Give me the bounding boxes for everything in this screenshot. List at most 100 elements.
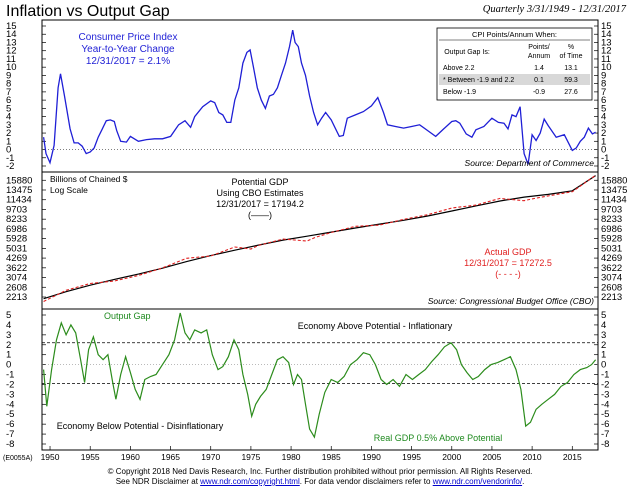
cpi-source: Source: Department of Commerce <box>465 158 595 168</box>
gdp-tick-label-right: 8233 <box>601 214 622 225</box>
actual-gdp-label: Actual GDP <box>484 247 531 257</box>
economy-below-label: Economy Below Potential - Disinflationar… <box>57 421 224 431</box>
cpi-tick-label-left: 4 <box>6 112 11 123</box>
cpi-tick-label-left: -2 <box>6 161 14 172</box>
cpi-tick-label-right: 8 <box>601 79 606 90</box>
x-tick-label: 1965 <box>161 452 180 462</box>
gap-tick-label-right: 5 <box>601 310 606 321</box>
cpi-tick-label-left: 1 <box>6 136 11 147</box>
x-tick-label: 1995 <box>402 452 421 462</box>
cpi-tick-label-left: 12 <box>6 46 17 57</box>
gdp-tick-label-left: 11434 <box>6 195 32 206</box>
cpi-tick-label-right: -2 <box>601 161 609 172</box>
x-tick-label: 1990 <box>362 452 381 462</box>
panel-frame-gdp <box>41 171 599 310</box>
cpi-tick-label-left: 13 <box>6 37 17 48</box>
footer-copyright: © Copyright 2018 Ned Davis Research, Inc… <box>107 467 533 476</box>
potential-gdp-line <box>43 175 596 300</box>
cpi-tick-label-left: -1 <box>6 153 14 164</box>
gdp-tick-label-right: 11434 <box>601 195 627 206</box>
real-gdp-label: Real GDP 0.5% Above Potential <box>374 433 502 443</box>
cpi-table-cell: Above 2.2 <box>443 65 475 72</box>
cpi-tick-label-left: 9 <box>6 70 11 81</box>
cpi-tick-label-left: 15 <box>6 21 17 32</box>
cpi-tick-label-left: 2 <box>6 128 11 139</box>
cpi-tick-label-right: 2 <box>601 128 606 139</box>
cpi-tick-label-left: 10 <box>6 62 17 73</box>
gdp-tick-label-left: 5928 <box>6 234 27 245</box>
gap-tick-label-left: 3 <box>6 330 11 341</box>
gdp-tick-label-right: 4269 <box>601 253 622 264</box>
cpi-tick-label-right: 14 <box>601 29 612 40</box>
cpi-tick-label-left: 8 <box>6 79 11 90</box>
potential-gdp-label: Potential GDP <box>231 177 288 187</box>
gdp-tick-label-left: 9703 <box>6 204 27 215</box>
gap-tick-label-right: -6 <box>601 419 609 430</box>
cpi-table-title: CPI Points/Annum When: <box>472 30 557 39</box>
gdp-tick-label-left: 8233 <box>6 214 27 225</box>
cpi-tick-label-right: 7 <box>601 87 606 98</box>
cpi-tick-label-right: 15 <box>601 21 612 32</box>
cpi-table-cell: 0.1 <box>534 77 544 84</box>
gdp-tick-label-right: 9703 <box>601 204 622 215</box>
gdp-tick-label-right: 2213 <box>601 292 622 303</box>
cpi-table-header: Points/ <box>528 44 549 51</box>
gap-tick-label-left: -3 <box>6 389 14 400</box>
cpi-annotation-line: Consumer Price Index <box>79 32 178 43</box>
cpi-table-header: of Time <box>560 53 583 60</box>
gap-tick-label-left: 2 <box>6 340 11 351</box>
potential-gdp-label: (——) <box>248 210 272 220</box>
cpi-table-cell: * Between -1.9 and 2.2 <box>443 77 514 84</box>
cpi-table-highlight <box>439 74 590 85</box>
cpi-tick-label-left: 0 <box>6 145 11 156</box>
gdp-tick-label-right: 15880 <box>601 175 627 186</box>
potential-gdp-label: 12/31/2017 = 17194.2 <box>216 199 304 209</box>
gdp-tick-label-left: 4269 <box>6 253 27 264</box>
gdp-tick-label-left: 3622 <box>6 263 27 274</box>
x-tick-label: 2015 <box>563 452 582 462</box>
gap-tick-label-right: 0 <box>601 360 606 371</box>
cpi-tick-label-right: 11 <box>601 54 611 65</box>
gap-tick-label-left: -2 <box>6 379 14 390</box>
cpi-tick-label-right: 10 <box>601 62 612 73</box>
x-tick-label: 2000 <box>442 452 461 462</box>
cpi-annotation-line: 12/31/2017 = 2.1% <box>86 56 170 67</box>
gap-tick-label-left: -7 <box>6 429 14 440</box>
gdp-tick-label-right: 6986 <box>601 224 622 235</box>
x-tick-label: 2005 <box>482 452 501 462</box>
cpi-tick-label-right: -1 <box>601 153 609 164</box>
cpi-table-cell: 59.3 <box>564 77 578 84</box>
gdp-tick-label-left: 5031 <box>6 243 27 254</box>
cpi-tick-label-right: 4 <box>601 112 606 123</box>
chart-code: (E0055A) <box>3 455 33 462</box>
footer-disclaimer-pre: See NDR Disclaimer at <box>115 477 201 486</box>
gap-tick-label-right: 4 <box>601 320 606 331</box>
gdp-tick-label-left: 13475 <box>6 185 32 196</box>
gap-tick-label-right: -7 <box>601 429 609 440</box>
cpi-tick-label-right: 5 <box>601 103 606 114</box>
gap-tick-label-left: 0 <box>6 360 11 371</box>
gdp-tick-label-right: 3074 <box>601 273 622 284</box>
x-tick-label: 1960 <box>121 452 140 462</box>
cpi-tick-label-right: 3 <box>601 120 606 131</box>
chart-title: Inflation vs Output Gap <box>6 3 170 20</box>
x-tick-label: 1980 <box>282 452 301 462</box>
date-range: Quarterly 3/31/1949 - 12/31/2017 <box>482 4 626 15</box>
x-tick-label: 1975 <box>241 452 260 462</box>
cpi-tick-label-right: 6 <box>601 95 606 106</box>
cpi-table-cell: 13.1 <box>564 65 578 72</box>
footer-disclaimer-post: . <box>522 477 525 486</box>
cpi-tick-label-left: 7 <box>6 87 11 98</box>
vendorinfo-link[interactable]: www.ndr.com/vendorinfo/ <box>432 477 523 486</box>
cpi-tick-label-left: 11 <box>6 54 16 65</box>
cpi-line <box>42 29 596 165</box>
gap-tick-label-right: -8 <box>601 439 609 450</box>
copyright-link[interactable]: www.ndr.com/copyright.html <box>200 477 300 486</box>
x-tick-label: 1950 <box>41 452 60 462</box>
gap-tick-label-left: 5 <box>6 310 11 321</box>
potential-gdp-label: Using CBO Estimates <box>216 188 304 198</box>
cpi-tick-label-right: 1 <box>601 136 606 147</box>
gdp-tick-label-left: 3074 <box>6 273 27 284</box>
gap-tick-label-right: -2 <box>601 379 609 390</box>
